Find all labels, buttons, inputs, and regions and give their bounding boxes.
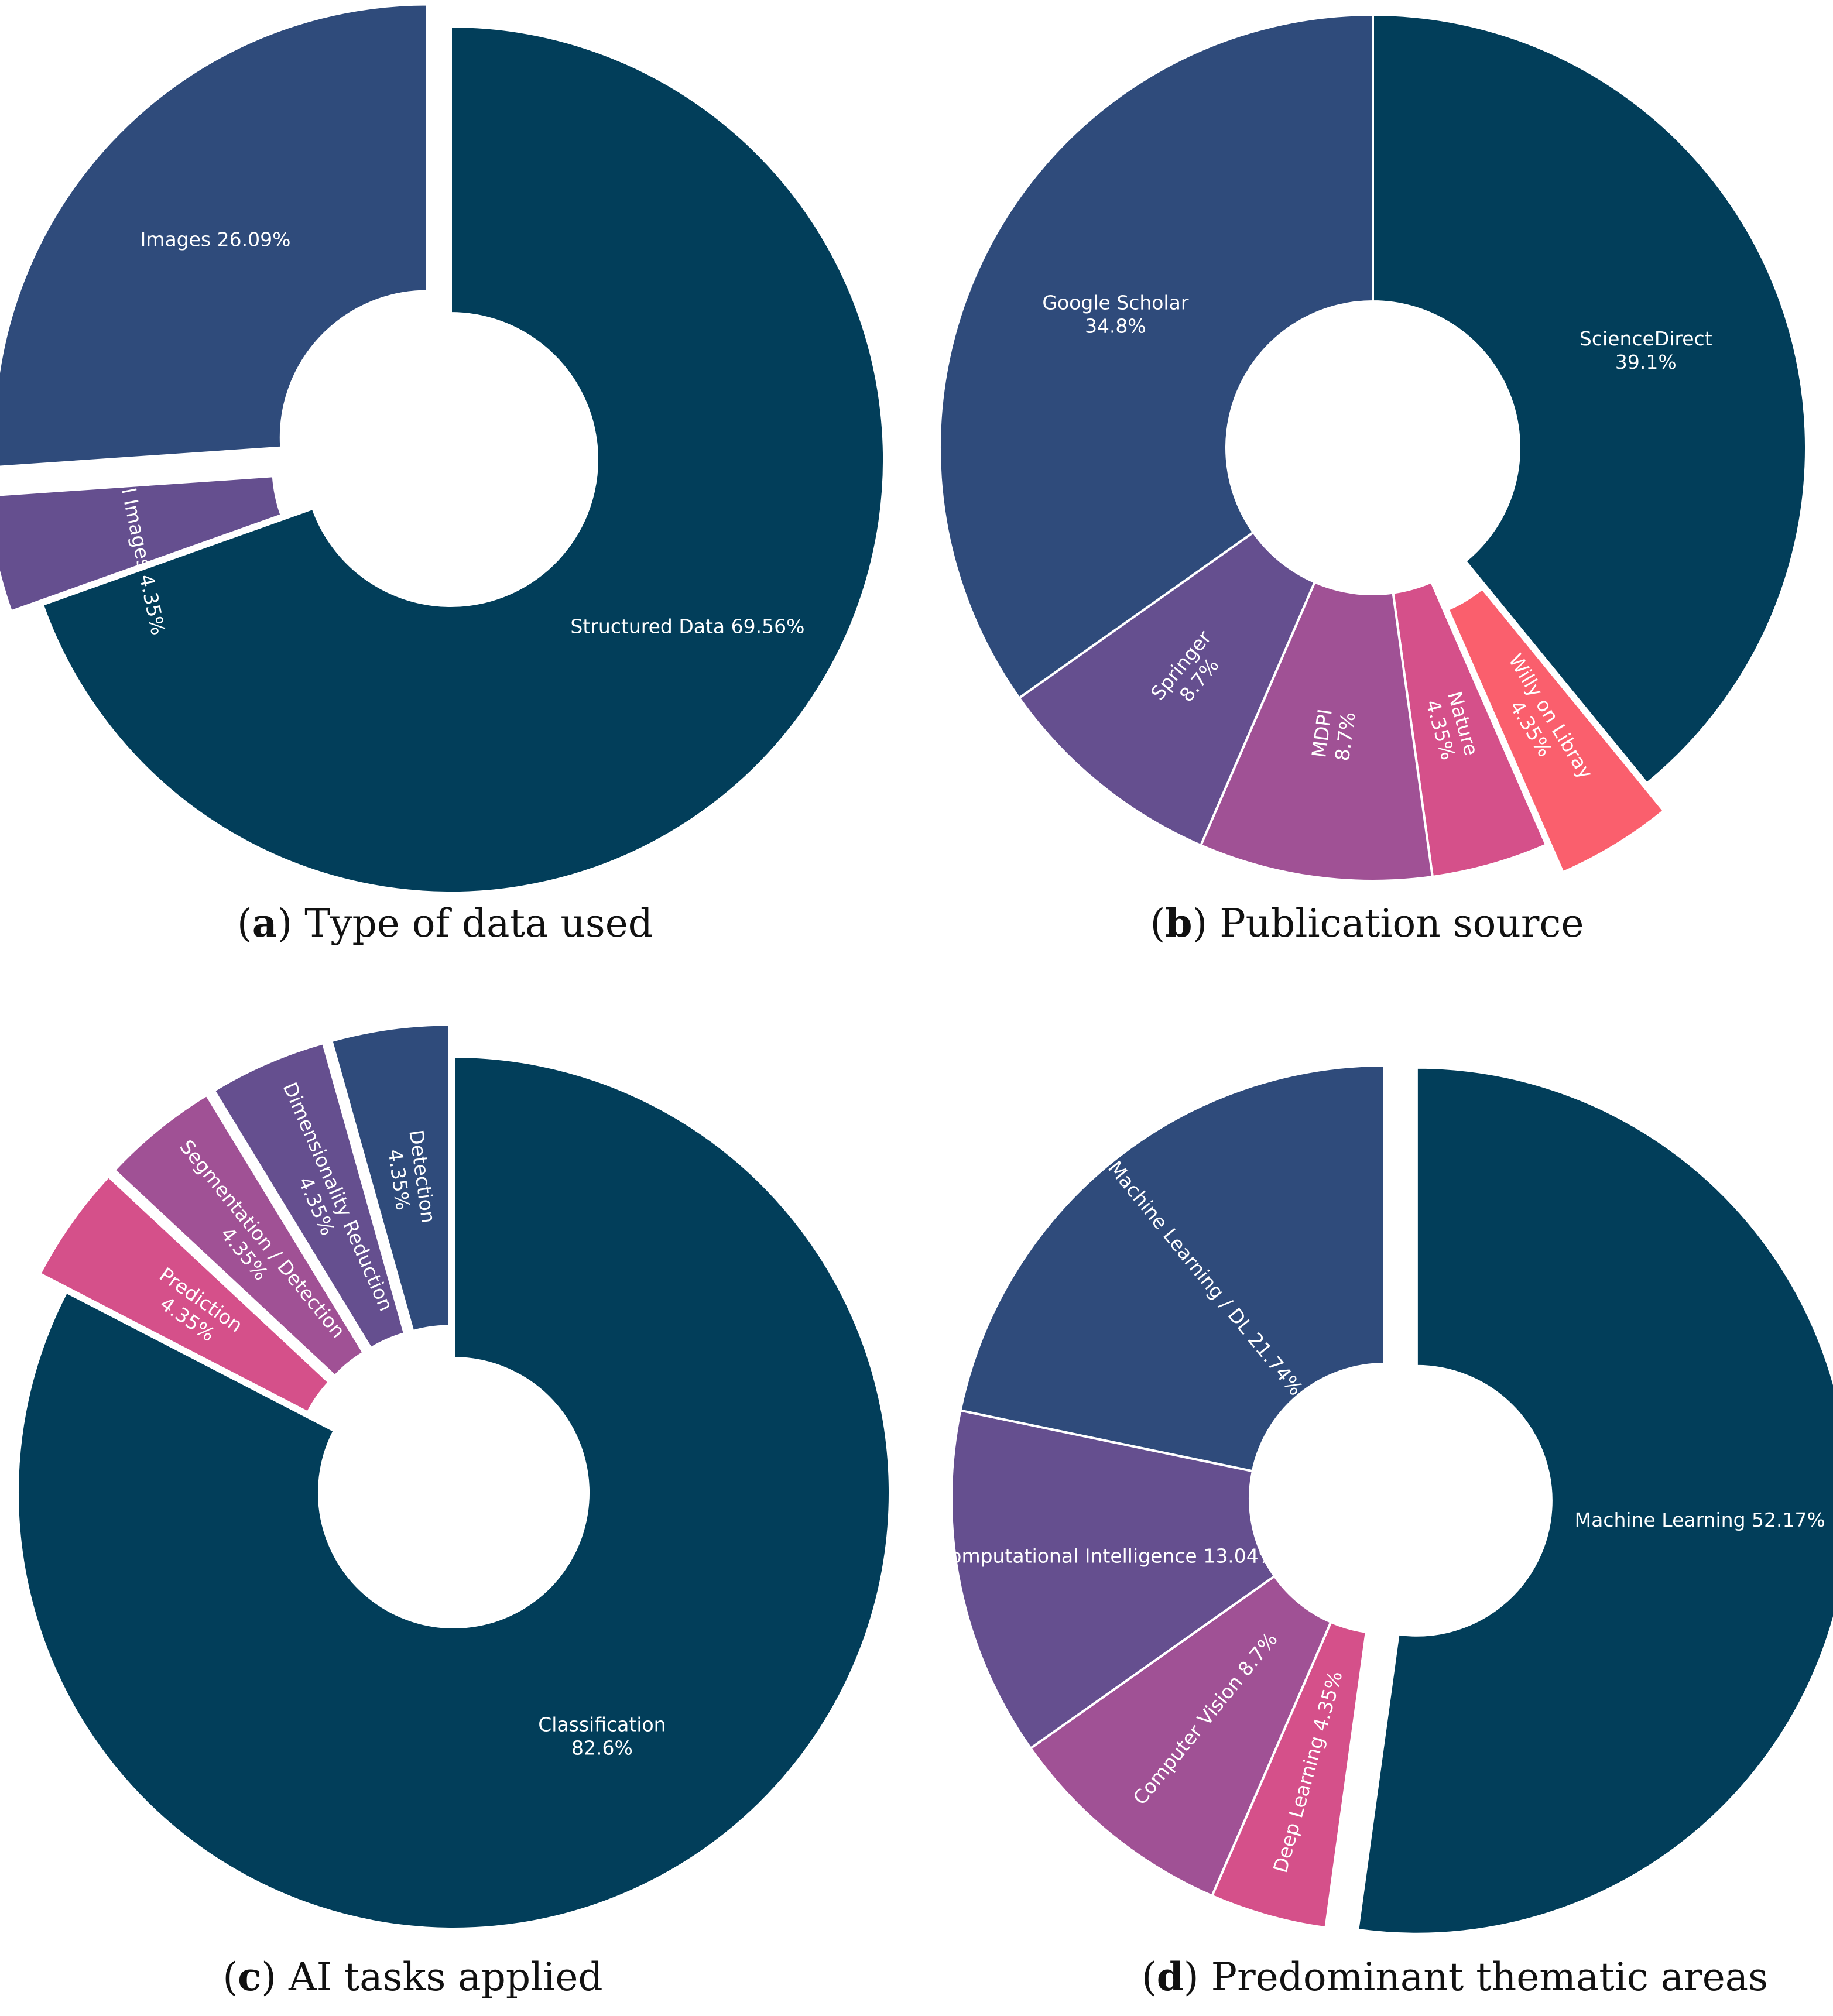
- slice-a-structured-data[interactable]: [41, 25, 885, 894]
- slice-d-computer-vision[interactable]: [1029, 1574, 1333, 1898]
- caption-c-letter: c: [238, 1954, 261, 2000]
- slice-label-b-mdpi: MDPI8.7%: [1307, 708, 1360, 763]
- slice-c-prediction[interactable]: [38, 1175, 331, 1414]
- slice-label-line: Google Scholar: [1042, 292, 1188, 314]
- slice-b-mdpi[interactable]: [1199, 580, 1434, 882]
- caption-a-letter: a: [252, 900, 277, 946]
- slice-label-d-computational-intelligence: Computational Intelligence 13.04%: [936, 1545, 1277, 1568]
- slice-b-willy-on-libray[interactable]: [1447, 587, 1666, 874]
- caption-b-letter: b: [1165, 900, 1192, 946]
- slice-label-b-sciencedirect: ScienceDirect 39.1%: [1580, 327, 1712, 373]
- donut-chart-ai-tasks: Classification 82.6%Prediction4.35%Segmen…: [16, 1023, 891, 1930]
- caption-c: (c) AI tasks applied: [222, 1954, 602, 2000]
- caption-d-letter: d: [1157, 1954, 1184, 2000]
- caption-b: (b) Publication source: [1150, 900, 1584, 946]
- slice-label-line: 39.1%: [1615, 351, 1677, 373]
- caption-a: (a) Type of data used: [237, 900, 653, 946]
- caption-c-text: AI tasks applied: [288, 1955, 603, 2000]
- donut-chart-publication-source: ScienceDirect 39.1%Willy on Libray4.35%Na…: [938, 13, 1807, 882]
- slice-c-detection[interactable]: [330, 1023, 451, 1333]
- slice-c-dimensionality-reduction[interactable]: [213, 1041, 406, 1350]
- slice-c-segmentation-detection[interactable]: [112, 1093, 365, 1378]
- slice-d-machine-learning-dl[interactable]: [959, 1064, 1386, 1473]
- slice-a-spectral-images[interactable]: [0, 475, 283, 613]
- slice-label-d-machine-learning: Machine Learning 52.17%: [1575, 1508, 1825, 1531]
- caption-a-text: Type of data used: [304, 901, 653, 946]
- slice-label-line: Computational Intelligence 13.04%: [936, 1545, 1277, 1568]
- slice-a-images[interactable]: [0, 3, 429, 468]
- slice-label-line: 34.8%: [1085, 315, 1146, 338]
- slice-b-sciencedirect[interactable]: [1372, 13, 1807, 785]
- caption-d-text: Predominant thematic areas: [1211, 1955, 1768, 2000]
- slice-b-springer[interactable]: [1017, 530, 1317, 847]
- donut-chart-thematic-areas: Machine Learning 52.17%Deep Learning 4.3…: [936, 1064, 1833, 1935]
- slice-label-line: Structured Data 69.56%: [570, 615, 804, 637]
- slice-label-b-google-scholar: Google Scholar 34.8%: [1042, 292, 1188, 338]
- slice-label-line: Machine Learning 52.17%: [1575, 1508, 1825, 1531]
- slice-label-a-images: Images 26.09%: [141, 228, 291, 251]
- slice-label-line: 82.6%: [571, 1736, 633, 1759]
- slice-label-line: Classification: [538, 1713, 666, 1736]
- slice-b-google-scholar[interactable]: [938, 13, 1374, 700]
- donut-chart-type-of-data: Structured Data 69.56%Spectral Images 4.…: [0, 3, 885, 894]
- caption-b-text: Publication source: [1219, 901, 1584, 946]
- slice-d-machine-learning[interactable]: [1356, 1066, 1833, 1935]
- slice-label-line: ScienceDirect: [1580, 327, 1712, 350]
- slice-label-c-classification: Classification 82.6%: [538, 1713, 666, 1759]
- slice-c-classification[interactable]: [16, 1055, 891, 1930]
- slice-label-a-structured-data: Structured Data 69.56%: [570, 615, 804, 637]
- caption-d: (d) Predominant thematic areas: [1142, 1954, 1768, 2000]
- slice-d-computational-intelligence[interactable]: [950, 1409, 1276, 1750]
- slice-label-line: Images 26.09%: [141, 228, 291, 251]
